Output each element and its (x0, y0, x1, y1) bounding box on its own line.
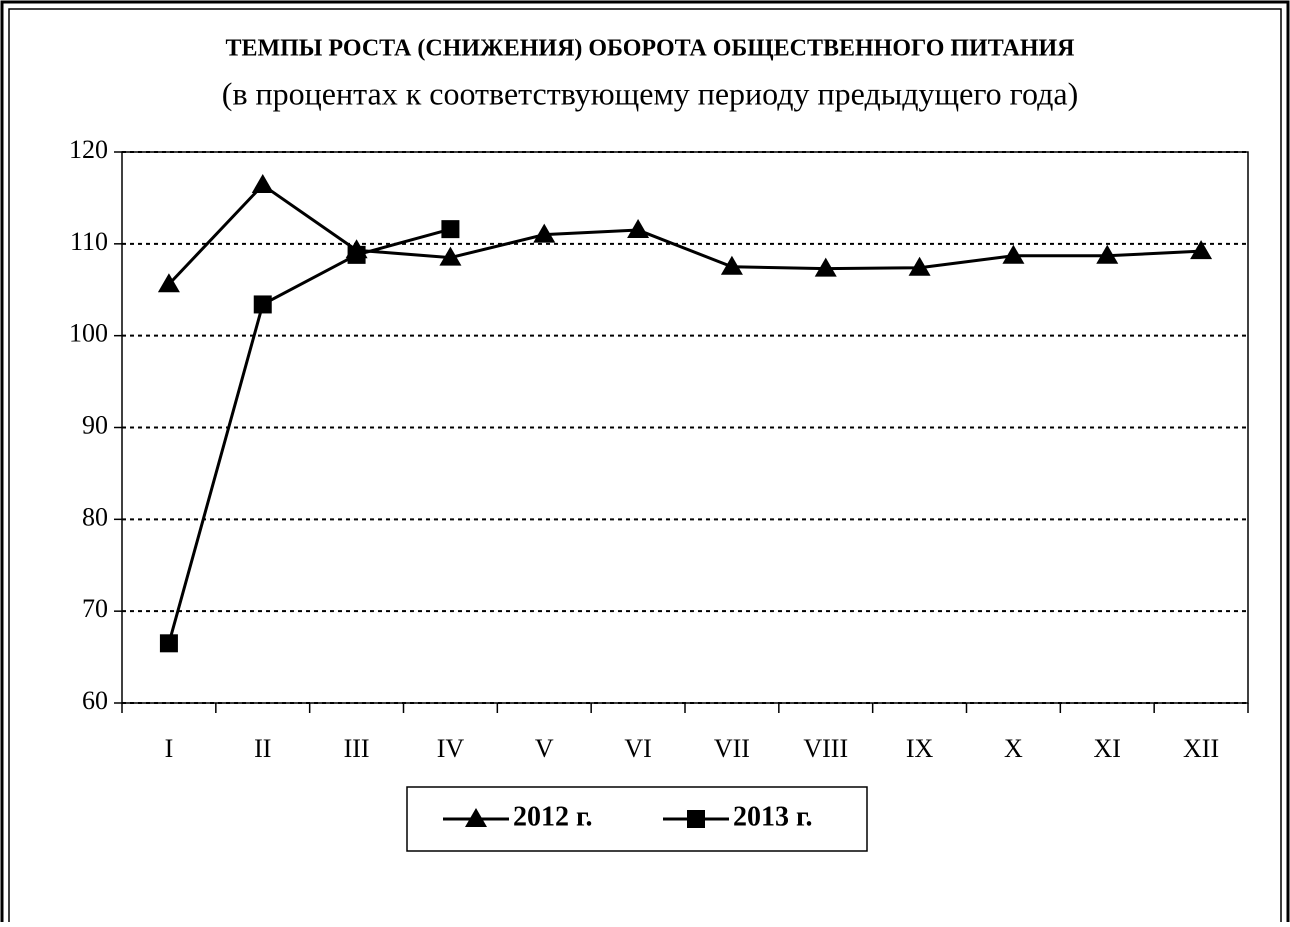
x-tick-label: IX (906, 734, 934, 763)
x-tick-label: X (1004, 734, 1023, 763)
data-point (814, 257, 837, 277)
y-tick-label: 110 (70, 227, 108, 256)
data-point (157, 273, 180, 293)
data-point (720, 255, 743, 275)
y-tick-label: 80 (82, 502, 108, 531)
y-tick-label: 60 (82, 686, 108, 715)
x-tick-label: XI (1094, 734, 1121, 763)
x-tick-label: II (254, 734, 271, 763)
y-tick-label: 120 (69, 135, 108, 164)
x-tick-label: VIII (803, 734, 848, 763)
x-tick-label: IV (437, 734, 465, 763)
legend-marker (465, 808, 487, 827)
data-point (347, 245, 366, 264)
x-tick-label: III (344, 734, 370, 763)
x-tick-label: XII (1183, 734, 1219, 763)
data-point (441, 220, 460, 239)
data-point (253, 295, 272, 314)
chart-title: ТЕМПЫ РОСТА (СНИЖЕНИЯ) ОБОРОТА ОБЩЕСТВЕН… (225, 36, 1074, 62)
data-point (159, 634, 178, 653)
data-point (908, 256, 931, 276)
x-tick-label: VII (714, 734, 750, 763)
y-tick-label: 70 (82, 594, 108, 623)
data-point (1096, 244, 1119, 264)
inner-frame (8, 8, 1282, 927)
legend-marker (687, 810, 705, 828)
data-point (533, 223, 556, 243)
data-point (627, 219, 650, 239)
series-line (167, 227, 451, 644)
x-tick-label: I (165, 734, 174, 763)
legend-label: 2012 г. (513, 801, 593, 832)
chart-subtitle: (в процентах к соответствующему периоду … (222, 75, 1078, 111)
x-tick-label: VI (624, 734, 651, 763)
y-tick-label: 90 (82, 410, 108, 439)
series-line (167, 183, 1202, 286)
data-point (439, 246, 462, 266)
data-point (251, 174, 274, 194)
data-point (1002, 244, 1025, 264)
data-point (1190, 240, 1213, 260)
legend-label: 2013 г. (733, 801, 813, 832)
y-tick-label: 100 (69, 319, 108, 348)
x-tick-label: V (535, 734, 554, 763)
